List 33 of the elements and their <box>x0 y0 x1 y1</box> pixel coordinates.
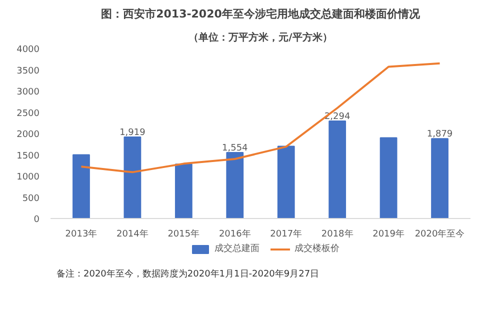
bar <box>72 154 90 218</box>
bar <box>124 136 142 218</box>
data-label: 1,919 <box>120 128 146 138</box>
bar <box>431 138 448 218</box>
data-label: 1,554 <box>222 143 248 154</box>
bar <box>380 137 398 218</box>
y-tick-label: 3500 <box>16 66 40 76</box>
y-tick-label: 3000 <box>16 88 40 98</box>
x-tick-label: 2017年 <box>270 228 302 240</box>
x-tick-label: 2019年 <box>372 228 405 240</box>
y-tick-label: 2500 <box>16 108 40 119</box>
x-tick-label: 2014年 <box>116 228 148 240</box>
x-tick-label: 2016年 <box>218 228 251 240</box>
data-label: 1,879 <box>426 130 453 140</box>
bar <box>226 152 244 218</box>
x-tick-label: 2015年 <box>168 228 200 240</box>
bar <box>328 120 346 218</box>
y-tick-label: 2000 <box>16 130 40 140</box>
text: 备注：2020年至今，数据跨度为2020年1月1日-2020年9月27日 <box>56 268 320 280</box>
x-tick-label: 2013年 <box>65 228 98 240</box>
y-tick-label: 500 <box>22 194 40 204</box>
chart-subtitle: （单位：万平方米，元/平方米） <box>188 32 332 44</box>
x-tick-label: 2018年 <box>321 228 354 240</box>
x-tick-label: 2020年至今 <box>414 228 465 240</box>
y-tick-label: 1500 <box>16 151 40 162</box>
legend-label: 成交楼板价 <box>294 242 340 255</box>
y-tick-label: 1000 <box>16 172 40 182</box>
y-tick-label: 4000 <box>16 45 40 55</box>
bar <box>174 164 192 218</box>
y-tick-label: 0 <box>34 215 40 225</box>
bar <box>277 146 295 218</box>
chart-title: 图：西安市2013-2020年至今涉宅用地成交总建面和楼面价情况 <box>101 8 421 20</box>
legend-label: 成交总建面 <box>214 242 260 255</box>
